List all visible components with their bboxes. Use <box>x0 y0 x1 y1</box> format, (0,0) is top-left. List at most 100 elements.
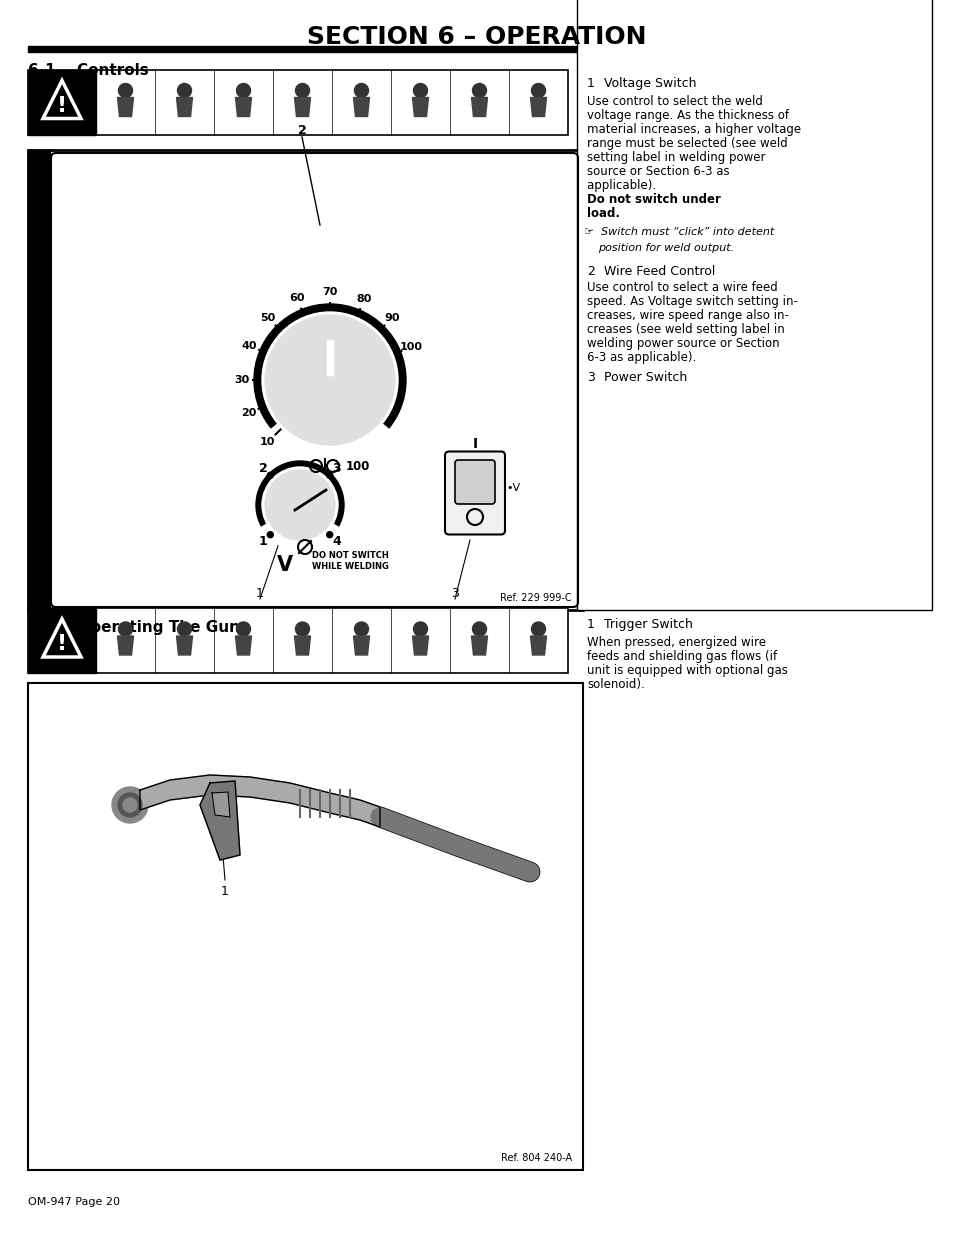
Circle shape <box>531 622 545 636</box>
Circle shape <box>123 798 137 811</box>
Text: 2: 2 <box>586 266 595 278</box>
Polygon shape <box>412 636 428 655</box>
Polygon shape <box>412 98 428 116</box>
Circle shape <box>265 315 395 445</box>
Text: solenoid).: solenoid). <box>586 678 644 692</box>
Bar <box>28 46 925 52</box>
Text: I: I <box>472 436 477 451</box>
Text: !: ! <box>57 634 67 655</box>
Text: load.: load. <box>586 207 619 220</box>
Circle shape <box>265 471 335 540</box>
Text: 80: 80 <box>356 294 372 304</box>
Circle shape <box>355 84 368 98</box>
Text: 90: 90 <box>384 312 399 322</box>
FancyBboxPatch shape <box>444 452 504 535</box>
Circle shape <box>295 84 309 98</box>
Circle shape <box>355 622 368 636</box>
Polygon shape <box>235 98 252 116</box>
Text: 1: 1 <box>255 587 264 600</box>
Circle shape <box>118 84 132 98</box>
Polygon shape <box>176 636 193 655</box>
Bar <box>327 340 333 375</box>
Text: 100: 100 <box>346 459 370 473</box>
Text: •V: •V <box>505 483 519 493</box>
Text: source or Section 6-3 as: source or Section 6-3 as <box>586 165 729 178</box>
Polygon shape <box>212 792 230 818</box>
Circle shape <box>236 622 251 636</box>
Bar <box>28 149 582 610</box>
Polygon shape <box>471 636 487 655</box>
Circle shape <box>118 622 132 636</box>
Circle shape <box>413 622 427 636</box>
Text: Use control to select a wire feed: Use control to select a wire feed <box>586 282 777 294</box>
Text: 1: 1 <box>258 535 268 548</box>
Text: 50: 50 <box>260 312 275 322</box>
Polygon shape <box>471 98 487 116</box>
Bar <box>28 70 96 135</box>
Text: Ref. 229 999-C: Ref. 229 999-C <box>500 593 572 603</box>
Text: 20: 20 <box>240 408 255 417</box>
Circle shape <box>262 467 337 543</box>
FancyBboxPatch shape <box>455 459 495 504</box>
Text: creases (see weld setting label in: creases (see weld setting label in <box>586 324 784 336</box>
Polygon shape <box>117 98 133 116</box>
Text: feeds and shielding gas flows (if: feeds and shielding gas flows (if <box>586 650 777 663</box>
Text: Use control to select the weld: Use control to select the weld <box>586 95 762 107</box>
Circle shape <box>295 622 309 636</box>
Text: V: V <box>276 555 293 576</box>
Circle shape <box>326 472 333 478</box>
Text: position for weld output.: position for weld output. <box>598 243 734 253</box>
Text: 3: 3 <box>451 587 458 600</box>
Text: Do not switch under: Do not switch under <box>586 193 720 206</box>
Text: 70: 70 <box>322 287 337 296</box>
Bar <box>28 608 96 673</box>
Circle shape <box>255 461 344 550</box>
Circle shape <box>262 312 397 448</box>
Bar <box>28 608 567 673</box>
Circle shape <box>253 304 406 456</box>
Text: range must be selected (see weld: range must be selected (see weld <box>586 137 787 149</box>
Text: 1: 1 <box>221 885 229 898</box>
Bar <box>28 70 567 135</box>
Polygon shape <box>354 636 369 655</box>
Text: creases, wire speed range also in-: creases, wire speed range also in- <box>586 309 788 322</box>
Polygon shape <box>294 636 310 655</box>
Text: 60: 60 <box>289 294 304 304</box>
Text: material increases, a higher voltage: material increases, a higher voltage <box>586 124 801 136</box>
Polygon shape <box>530 636 546 655</box>
Polygon shape <box>235 636 252 655</box>
Text: speed. As Voltage switch setting in-: speed. As Voltage switch setting in- <box>586 295 797 308</box>
Text: When pressed, energized wire: When pressed, energized wire <box>586 636 765 650</box>
Text: setting label in welding power: setting label in welding power <box>586 151 764 164</box>
Text: 3: 3 <box>586 370 595 384</box>
Polygon shape <box>200 781 240 860</box>
Polygon shape <box>117 636 133 655</box>
Text: 4: 4 <box>332 535 341 548</box>
Polygon shape <box>140 776 379 827</box>
Circle shape <box>267 472 273 478</box>
Text: !: ! <box>57 95 67 116</box>
Text: Wire Feed Control: Wire Feed Control <box>603 266 715 278</box>
Bar <box>577 0 931 610</box>
Text: 6-1.   Controls: 6-1. Controls <box>28 63 149 78</box>
Bar <box>327 342 333 375</box>
Text: DO NOT SWITCH
WHILE WELDING: DO NOT SWITCH WHILE WELDING <box>312 551 389 571</box>
Polygon shape <box>261 505 338 550</box>
Text: Trigger Switch: Trigger Switch <box>603 618 692 631</box>
Text: OM-947 Page 20: OM-947 Page 20 <box>28 1197 120 1207</box>
Polygon shape <box>294 98 310 116</box>
Text: applicable).: applicable). <box>586 179 659 191</box>
Circle shape <box>531 84 545 98</box>
Circle shape <box>326 532 333 537</box>
Polygon shape <box>354 98 369 116</box>
Text: Voltage Switch: Voltage Switch <box>603 77 696 90</box>
Text: 100: 100 <box>399 342 422 352</box>
Bar <box>28 683 582 1170</box>
Circle shape <box>472 84 486 98</box>
Text: 40: 40 <box>241 341 256 351</box>
Polygon shape <box>176 98 193 116</box>
Text: 3: 3 <box>332 462 341 474</box>
Text: 10: 10 <box>260 437 275 447</box>
Bar <box>28 149 50 610</box>
Circle shape <box>118 793 142 818</box>
